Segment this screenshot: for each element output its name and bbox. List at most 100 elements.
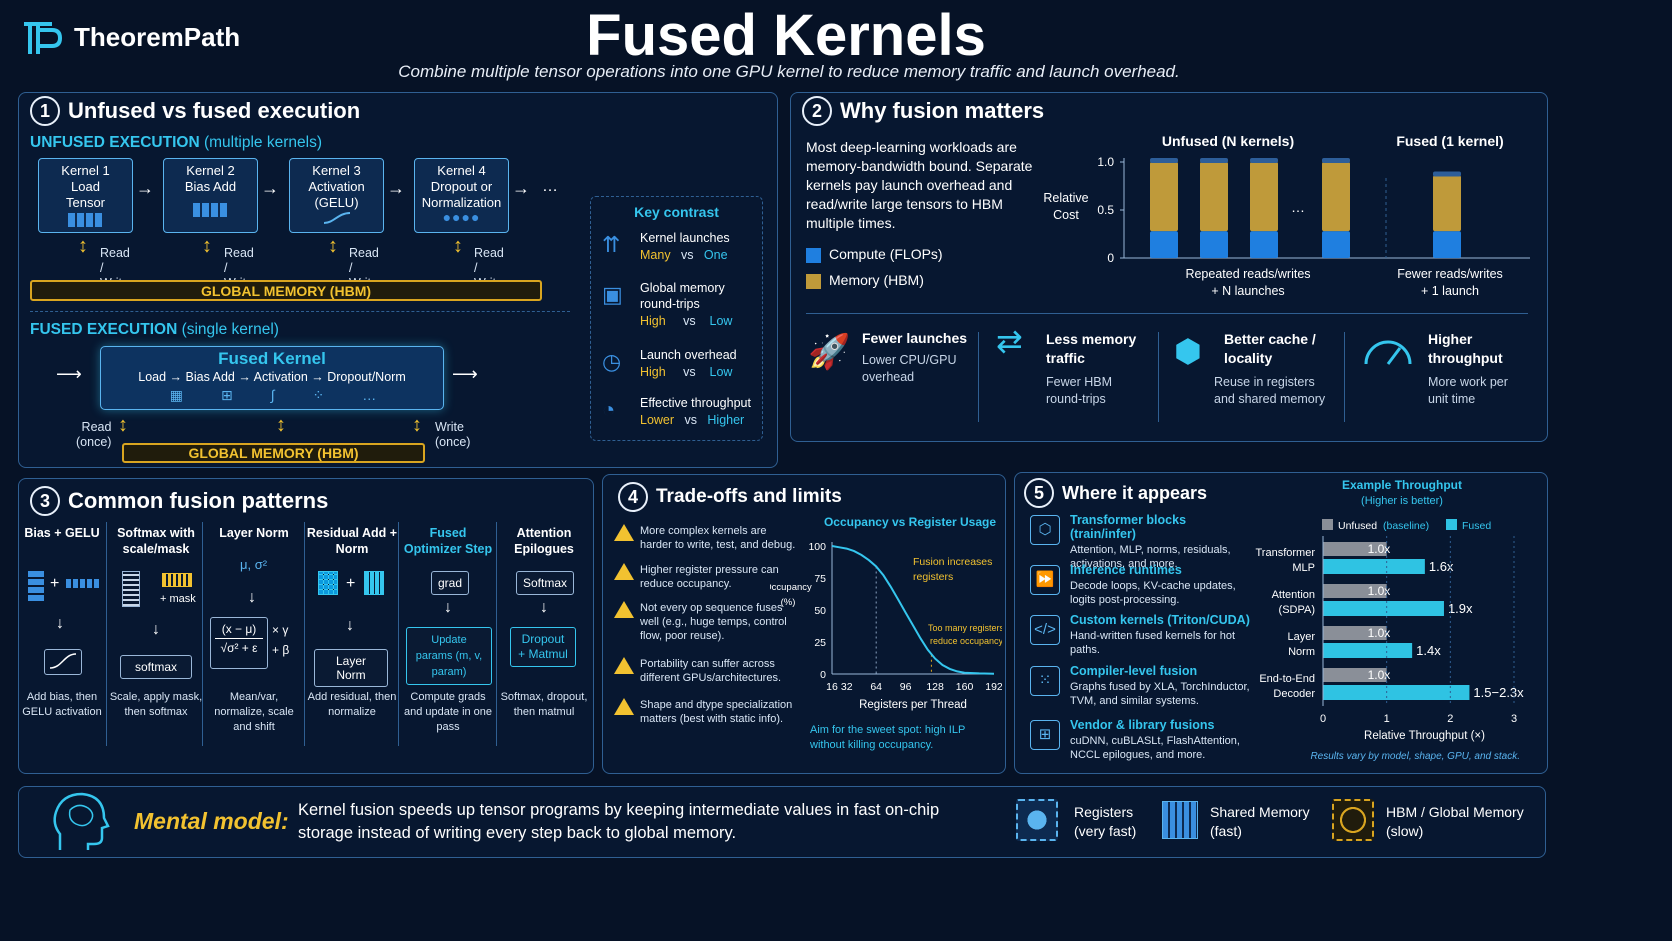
page-title: Fused Kernels <box>586 3 986 68</box>
rw-arrow-3: ↕ <box>328 235 338 257</box>
pattern-caption: Compute grads and update in one pass <box>403 691 493 733</box>
gauge-icon: ◔ <box>602 397 616 422</box>
chip-icon: ⁙ <box>1030 666 1060 696</box>
category-label: Norm <box>1288 646 1315 658</box>
fused-kernel-title: Fused Kernel <box>218 349 326 368</box>
legend-sub: (fast) <box>1210 823 1242 839</box>
page-subtitle: Combine multiple tensor operations into … <box>398 62 1180 81</box>
fused-output-arrow: ⟶ <box>452 364 478 384</box>
group-title: Fused (1 kernel) <box>1396 133 1503 149</box>
kernel-1-desc: Load Tensor <box>65 179 106 210</box>
down-arrow: ↓ <box>248 589 256 606</box>
legend-memory: Memory (HBM) <box>806 272 924 289</box>
contrast-b: One <box>703 248 728 262</box>
x-axis-label: Registers per Thread <box>859 699 967 711</box>
read-once-1: Read <box>81 420 112 434</box>
tradeoff-text: Shape and dtype specialization matters (… <box>640 699 793 725</box>
occupancy-chart: Occupancy vs Register Usage Occupancy (%) 0… <box>770 515 1002 711</box>
contrast-b: Higher <box>707 413 745 427</box>
fused-label: FUSED EXECUTION (single kernel) <box>30 321 279 339</box>
contrast-label: Global memory round-trips <box>640 281 725 311</box>
contrast-a: Lower <box>640 413 675 427</box>
bar-compute <box>1150 231 1178 258</box>
formula-box: (x − μ) √σ² + ε <box>210 617 268 669</box>
update-params-box: Update params (m, v, param) <box>406 627 492 685</box>
bar-baseline <box>1323 542 1387 556</box>
contrast-label: Kernel launches <box>640 231 730 245</box>
benefit-divider <box>1158 332 1159 422</box>
warning-icon <box>614 563 634 580</box>
group-caption: + 1 launch <box>1421 284 1479 298</box>
pattern-caption: Mean/var, normalize, scale and shift <box>214 691 294 733</box>
contrast-vs: vs <box>684 413 697 427</box>
bar-fused <box>1323 685 1470 700</box>
grad-box: grad <box>431 571 470 595</box>
benefit-title: Less memory traffic <box>1046 331 1137 366</box>
pattern-diagram: Softmax ↓ Dropout + Matmul <box>496 559 592 679</box>
brand-logo <box>22 20 66 58</box>
pattern-caption: Add residual, then normalize <box>307 691 397 718</box>
layer-norm-box: Layer Norm <box>314 649 388 687</box>
chart-subtitle: (Higher is better) <box>1361 495 1443 507</box>
x-axis-label: Relative Throughput (×) <box>1364 730 1485 742</box>
x-tick-label: 3 <box>1511 713 1517 725</box>
down-arrow: ↓ <box>152 621 160 638</box>
category-label: Attention <box>1272 589 1315 601</box>
where-desc: Hand-written fused kernels for hot paths… <box>1070 630 1236 656</box>
kernel-4-desc: Dropout or Normalization <box>421 179 502 210</box>
pattern-divider <box>304 522 305 746</box>
bar-cap <box>1250 158 1278 163</box>
pattern-optimizer: Fused Optimizer Step grad ↓ Update param… <box>400 525 496 733</box>
section-2-heading: Why fusion matters <box>840 98 1045 123</box>
bar-fused <box>1323 559 1425 574</box>
pattern-divider <box>202 522 203 746</box>
section-3-title: 3 Common fusion patterns <box>30 486 328 516</box>
activation-curve-icon <box>323 212 350 224</box>
y-axis-label: Relative <box>1043 191 1088 205</box>
pattern-title: Softmax with scale/mask <box>117 526 195 556</box>
softmax-box: Softmax <box>516 571 575 595</box>
pattern-softmax: Softmax with scale/mask + mask ↓ softmax… <box>108 525 204 718</box>
y-tick-label: 50 <box>814 605 826 617</box>
section-3-number: 3 <box>30 486 60 516</box>
down-arrow: ↓ <box>56 615 64 632</box>
where-item-inference: ⏩ Inference runtimes Decode loops, KV-cach… <box>1030 563 1250 607</box>
bar-fused <box>1323 601 1444 616</box>
tradeoff-text: Portability can suffer across different … <box>640 658 782 684</box>
bar-compute <box>1250 231 1278 258</box>
write-once-1: Write <box>435 420 464 434</box>
bar-fused <box>1323 643 1413 658</box>
bar-cap <box>1322 158 1350 163</box>
write-once-2: (once) <box>435 435 471 449</box>
pattern-residual: Residual Add + Norm + ↓ Layer Norm Add r… <box>304 525 400 718</box>
rw-arrow-1: ↕ <box>78 235 88 257</box>
benefit-title: Fewer launches <box>862 330 968 346</box>
softmax-box: softmax <box>120 655 192 679</box>
where-desc: cuDNN, cuBLASLt, FlashAttention, NCCL ep… <box>1070 735 1240 761</box>
plus-sign: + <box>346 575 356 592</box>
brain-head-icon <box>53 792 110 850</box>
section-1-divider <box>30 311 570 312</box>
grid-icon <box>28 569 44 601</box>
global-memory-bar-fused: GLOBAL MEMORY (HBM) <box>122 443 425 463</box>
pattern-diagram: μ, σ² ↓ (x − μ) √σ² + ε × γ + β <box>206 549 302 679</box>
tradeoff-text: Higher register pressure can reduce occu… <box>640 564 779 590</box>
kernel-ellipsis: … <box>542 178 558 195</box>
benefit-throughput: Higher throughput More work per unit tim… <box>1362 330 1532 408</box>
grid-icon <box>364 571 384 595</box>
down-arrow: ↓ <box>540 599 548 616</box>
kernel-4-box: Kernel 4 Dropout or Normalization ●●●● <box>414 158 509 233</box>
where-desc: Graphs fused by XLA, TorchInductor, TVM,… <box>1070 681 1250 707</box>
bar-label: 1.0x <box>1368 668 1391 682</box>
gauge-icon <box>1364 340 1412 365</box>
fused-input-arrow: ⟶ <box>56 364 82 384</box>
section-5-number: 5 <box>1024 478 1054 508</box>
pattern-attention: Attention Epilogues Softmax ↓ Dropout + … <box>496 525 592 718</box>
kernel-4-name: Kernel 4 <box>437 163 486 178</box>
grid-icon <box>192 203 229 217</box>
contrast-values: Lower vs Higher <box>640 413 772 427</box>
where-desc: Decode loops, KV-cache updates, logits p… <box>1070 580 1236 606</box>
benefit-desc: Fewer HBM round-trips <box>1046 375 1112 406</box>
hbm-chip-icon <box>1332 799 1374 841</box>
contrast-values: High vs Low <box>640 365 772 379</box>
